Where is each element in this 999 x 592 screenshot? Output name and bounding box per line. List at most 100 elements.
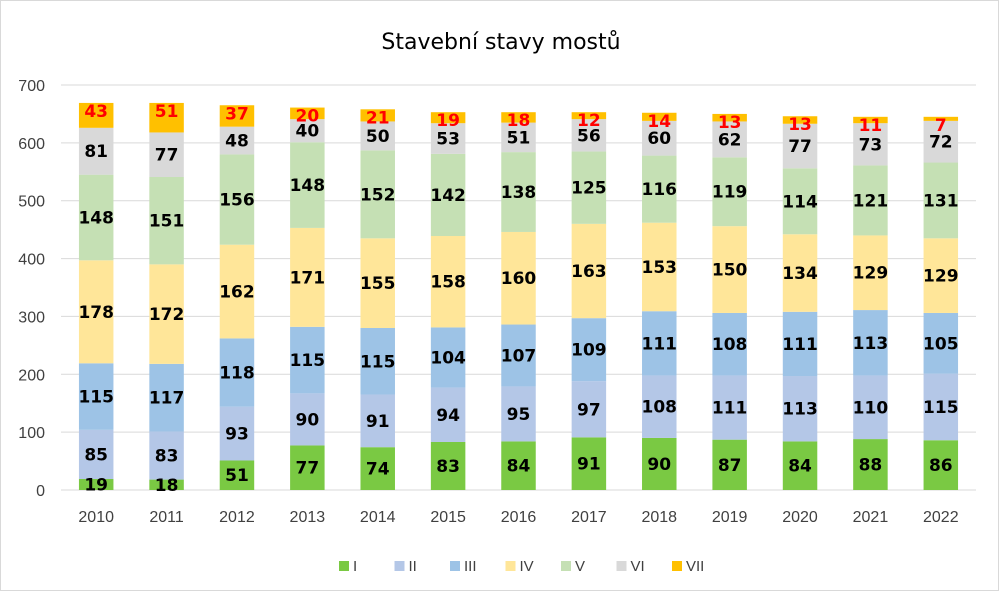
data-label: 152 bbox=[360, 185, 396, 205]
bar-segment bbox=[78, 363, 114, 430]
data-label: 51 bbox=[155, 102, 179, 122]
bar-segment bbox=[501, 231, 536, 325]
bar-segment bbox=[571, 223, 607, 319]
bar-segment bbox=[149, 479, 184, 490]
data-label: 11 bbox=[859, 116, 883, 136]
bar-segment bbox=[501, 441, 536, 490]
bar-segment bbox=[149, 431, 184, 480]
legend-swatch bbox=[672, 561, 682, 571]
x-tick-label: 2017 bbox=[571, 509, 607, 526]
data-label: 90 bbox=[296, 410, 320, 430]
data-label: 113 bbox=[782, 400, 818, 420]
bar-segment bbox=[712, 113, 747, 122]
bar-segment bbox=[501, 152, 536, 232]
bar-segment bbox=[290, 142, 325, 228]
bar-segment bbox=[430, 153, 466, 237]
data-label: 115 bbox=[78, 388, 114, 408]
bar-segment bbox=[290, 107, 325, 120]
legend-label: III bbox=[464, 558, 477, 575]
bar-segment bbox=[219, 338, 255, 407]
bar-segment bbox=[571, 437, 607, 490]
bar-segment bbox=[923, 162, 959, 239]
bar-segment bbox=[923, 116, 959, 121]
bar-segment bbox=[290, 227, 325, 327]
legend-swatch bbox=[394, 561, 405, 571]
bar-segment bbox=[571, 318, 607, 382]
data-label: 19 bbox=[84, 476, 108, 496]
data-label: 84 bbox=[507, 457, 531, 477]
data-label: 117 bbox=[149, 389, 185, 409]
data-label: 104 bbox=[430, 349, 466, 369]
bar-segment bbox=[642, 120, 677, 156]
bar-segment bbox=[501, 324, 536, 387]
y-tick-label: 100 bbox=[18, 425, 45, 442]
legend-label: V bbox=[575, 558, 585, 575]
bar-segment bbox=[290, 445, 325, 490]
data-label: 160 bbox=[501, 269, 537, 289]
data-label: 77 bbox=[296, 459, 320, 479]
x-tick-label: 2014 bbox=[360, 509, 396, 526]
data-label: 171 bbox=[290, 268, 326, 288]
data-label: 83 bbox=[155, 447, 179, 467]
bar-segment bbox=[149, 363, 184, 432]
y-tick-label: 0 bbox=[36, 483, 45, 500]
bar-segment bbox=[149, 132, 184, 177]
y-tick-label: 700 bbox=[18, 78, 45, 95]
bar-segment bbox=[290, 393, 325, 446]
bar-segment bbox=[290, 119, 325, 143]
data-label: 121 bbox=[853, 191, 889, 211]
data-label: 13 bbox=[718, 113, 742, 133]
x-tick-label: 2013 bbox=[290, 509, 326, 526]
data-label: 129 bbox=[853, 264, 889, 284]
data-label: 163 bbox=[571, 262, 607, 282]
bar-segment bbox=[219, 105, 255, 127]
x-tick-label: 2016 bbox=[501, 509, 537, 526]
legend-swatch bbox=[616, 561, 627, 571]
bar-segment bbox=[360, 328, 395, 395]
y-tick-label: 500 bbox=[18, 194, 45, 211]
data-label: 91 bbox=[366, 412, 390, 432]
data-label: 51 bbox=[225, 466, 249, 486]
data-label: 88 bbox=[859, 456, 883, 476]
data-label: 110 bbox=[853, 398, 889, 418]
data-label: 77 bbox=[788, 137, 812, 157]
bar-segment bbox=[149, 102, 184, 133]
bar-segment bbox=[712, 226, 747, 313]
bar-segment bbox=[782, 168, 818, 235]
bar-segment bbox=[853, 123, 888, 166]
legend: I II III IV V VI VII bbox=[339, 558, 704, 575]
data-label: 95 bbox=[507, 405, 531, 425]
data-label: 97 bbox=[577, 400, 601, 420]
data-label: 18 bbox=[507, 111, 531, 131]
x-tick-label: 2015 bbox=[430, 509, 466, 526]
bar-segment bbox=[642, 222, 677, 312]
data-label: 105 bbox=[923, 334, 959, 354]
y-tick-label: 300 bbox=[18, 309, 45, 326]
data-label: 119 bbox=[712, 183, 748, 203]
bar-segment bbox=[782, 376, 818, 442]
data-label: 81 bbox=[84, 142, 108, 162]
bar-segment bbox=[360, 150, 395, 239]
bar-segment bbox=[360, 447, 395, 490]
bar-segment bbox=[712, 439, 747, 490]
bar-segment bbox=[642, 155, 677, 223]
bar-segment bbox=[430, 327, 466, 388]
data-label: 158 bbox=[430, 273, 466, 293]
bar-segment bbox=[219, 126, 255, 155]
data-label: 138 bbox=[501, 183, 537, 203]
data-label: 48 bbox=[225, 132, 249, 152]
y-axis-ticks: 0 100 200 300 400 500 600 700 bbox=[18, 78, 45, 500]
bar-segment bbox=[642, 437, 677, 490]
x-tick-label: 2011 bbox=[149, 509, 184, 526]
bar-segment bbox=[78, 174, 114, 261]
data-label: 148 bbox=[290, 176, 326, 196]
legend-swatch bbox=[505, 561, 516, 571]
data-label: 73 bbox=[859, 135, 883, 155]
bar-segment bbox=[853, 439, 888, 490]
data-label: 19 bbox=[436, 111, 460, 131]
bar-segment bbox=[430, 112, 466, 124]
bars bbox=[78, 102, 959, 490]
data-label: 151 bbox=[149, 212, 185, 232]
bar-segment bbox=[360, 394, 395, 448]
bar-segment bbox=[78, 429, 114, 480]
